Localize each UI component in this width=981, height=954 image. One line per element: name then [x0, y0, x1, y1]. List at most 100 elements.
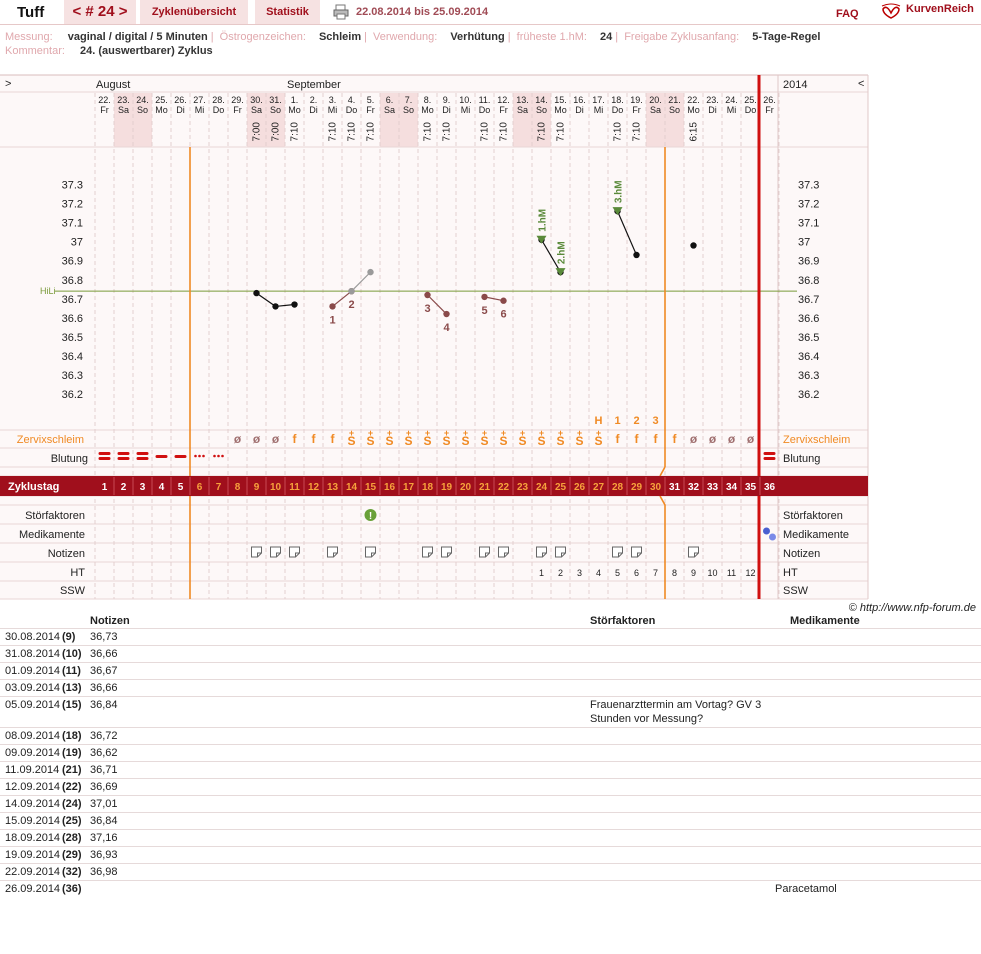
comment-label: Kommentar:	[5, 45, 65, 57]
temperature-point[interactable]	[367, 268, 374, 276]
note-icon[interactable]	[270, 546, 281, 558]
note-icon[interactable]	[631, 546, 642, 558]
y-tick-label-right: 36.2	[798, 389, 819, 401]
y-tick-label: 36.5	[62, 332, 83, 344]
cycleday-number: 14	[346, 482, 358, 493]
disturbance-icon[interactable]	[364, 509, 377, 521]
row-disturbance	[590, 679, 790, 697]
note-icon[interactable]	[498, 546, 509, 558]
note-icon[interactable]	[479, 546, 490, 558]
weekend-shade	[513, 93, 532, 147]
cycleday-number: 12	[308, 482, 320, 493]
cycleday-number: 30	[650, 482, 662, 493]
row-medication	[790, 846, 981, 864]
bleeding-mark	[174, 455, 187, 458]
row-medication	[790, 863, 981, 881]
temperature-point[interactable]	[481, 293, 488, 301]
row-cycle-day: (28)	[62, 829, 90, 847]
chart-nav-prev[interactable]: >	[5, 78, 11, 90]
month-label-september: September	[287, 79, 341, 91]
cycle-nav-button[interactable]: < # 24 >	[64, 0, 136, 24]
day-date: 12.	[497, 95, 510, 105]
note-icon[interactable]	[327, 546, 338, 558]
temperature-point[interactable]	[272, 303, 279, 310]
day-weekday: Fr	[100, 105, 109, 115]
note-icon[interactable]	[555, 546, 566, 558]
day-date: 23.	[117, 95, 130, 105]
day-date: 1.	[291, 95, 299, 105]
row-date: 11.09.2014	[0, 761, 62, 779]
measurement-value: vaginal / digital / 5 Minuten	[67, 31, 208, 43]
fertile-end-line	[659, 466, 666, 477]
cervix-symbol: S	[366, 434, 374, 448]
chart-nav-next[interactable]: <	[858, 78, 864, 90]
note-icon[interactable]	[365, 546, 376, 558]
cycleday-number: 2	[121, 482, 127, 493]
temperature-point[interactable]	[690, 242, 697, 249]
note-icon-fold	[504, 552, 509, 557]
row-label-meds-right: Medikamente	[783, 529, 849, 541]
high-measure-marker	[612, 207, 623, 216]
day-weekday: So	[536, 105, 547, 115]
note-icon[interactable]	[536, 546, 547, 558]
measure-time: 7:10	[499, 122, 510, 142]
note-icon[interactable]	[441, 546, 452, 558]
day-weekday: Mi	[727, 105, 737, 115]
row-label-disturb-right: Störfaktoren	[783, 510, 843, 522]
note-icon[interactable]	[612, 546, 623, 558]
temperature-point[interactable]	[424, 291, 431, 299]
weekend-shade	[646, 93, 665, 147]
print-icon[interactable]	[333, 4, 349, 20]
y-tick-label-right: 36.9	[798, 256, 819, 268]
day-weekday: So	[270, 105, 281, 115]
peak-label: H	[595, 415, 603, 427]
temperature-point[interactable]	[633, 251, 640, 259]
day-weekday: Fr	[499, 105, 508, 115]
day-date: 21.	[668, 95, 681, 105]
note-icon[interactable]	[251, 546, 262, 558]
high-measure-label: 2.hM	[557, 241, 568, 264]
cervix-plus: +	[349, 428, 354, 438]
peak-label: 2	[633, 415, 639, 427]
row-cycle-day: (29)	[62, 846, 90, 864]
cervix-plus: +	[406, 428, 411, 438]
temperature-point[interactable]	[329, 303, 336, 310]
cervix-symbol: S	[575, 434, 583, 448]
row-note: 36,62	[90, 744, 590, 762]
note-icon[interactable]	[289, 546, 300, 558]
day-date: 22.	[687, 95, 700, 105]
faq-link[interactable]: FAQ	[836, 8, 859, 20]
day-date: 7.	[405, 95, 413, 105]
temperature-point[interactable]	[500, 297, 507, 304]
cervix-symbol: ø	[690, 432, 698, 446]
measure-time: 7:10	[556, 122, 567, 142]
cycleday-number: 26	[574, 482, 586, 493]
row-label-disturb: Störfaktoren	[25, 510, 85, 522]
row-cycle-day: (9)	[62, 628, 90, 646]
temperature-point[interactable]	[291, 301, 298, 308]
temperature-point[interactable]	[253, 289, 260, 297]
day-date: 24.	[725, 95, 738, 105]
note-icon[interactable]	[688, 546, 699, 558]
day-weekday: Mo	[421, 105, 434, 115]
day-weekday: So	[137, 105, 148, 115]
temperature-point[interactable]	[348, 287, 355, 295]
day-weekday: Do	[213, 105, 225, 115]
row-note: 36,73	[90, 628, 590, 646]
statistics-tab[interactable]: Statistik	[255, 0, 320, 24]
temperature-point[interactable]	[443, 310, 450, 318]
row-note: 36,67	[90, 662, 590, 680]
cervix-plus: +	[463, 428, 468, 438]
ht-number: 1	[539, 568, 544, 578]
cycle-overview-tab[interactable]: Zyklenübersicht	[140, 0, 248, 24]
medication-icon[interactable]	[763, 527, 770, 535]
row-cycle-day: (25)	[62, 812, 90, 830]
day-date: 25.	[155, 95, 168, 105]
note-icon[interactable]	[422, 546, 433, 558]
cycleday-number: 28	[612, 482, 624, 493]
cycleday-number: 32	[688, 482, 700, 493]
day-weekday: So	[669, 105, 680, 115]
day-date: 11.	[479, 95, 491, 105]
measure-time: 7:10	[328, 122, 339, 142]
row-medication	[790, 679, 981, 697]
